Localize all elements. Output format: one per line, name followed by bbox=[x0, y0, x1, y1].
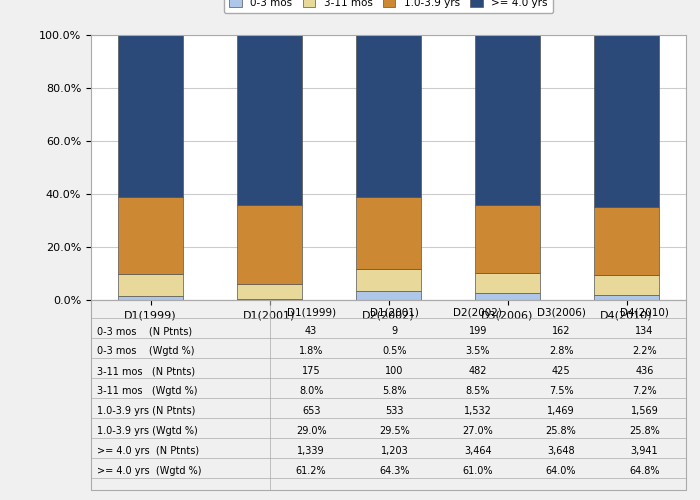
Bar bbox=[594, 276, 659, 294]
Text: 29.5%: 29.5% bbox=[379, 426, 410, 436]
Bar bbox=[237, 206, 302, 284]
Bar bbox=[118, 198, 183, 274]
Text: 175: 175 bbox=[302, 366, 321, 376]
Bar bbox=[356, 197, 421, 268]
Bar bbox=[118, 35, 183, 198]
Text: 653: 653 bbox=[302, 406, 321, 416]
Text: >= 4.0 yrs  (Wgtd %): >= 4.0 yrs (Wgtd %) bbox=[97, 466, 202, 476]
Bar bbox=[475, 34, 540, 204]
Text: 25.8%: 25.8% bbox=[546, 426, 576, 436]
Text: 1.8%: 1.8% bbox=[299, 346, 323, 356]
Bar bbox=[594, 207, 659, 276]
Bar bbox=[594, 294, 659, 300]
Text: D4(2010): D4(2010) bbox=[620, 308, 668, 318]
Text: 64.3%: 64.3% bbox=[379, 466, 410, 476]
Text: 1,203: 1,203 bbox=[381, 446, 408, 456]
Text: 61.2%: 61.2% bbox=[296, 466, 326, 476]
Text: 1.0-3.9 yrs (N Ptnts): 1.0-3.9 yrs (N Ptnts) bbox=[97, 406, 195, 416]
Text: 1,469: 1,469 bbox=[547, 406, 575, 416]
Text: 64.0%: 64.0% bbox=[546, 466, 576, 476]
Text: 8.0%: 8.0% bbox=[299, 386, 323, 396]
Text: 436: 436 bbox=[635, 366, 654, 376]
Text: 100: 100 bbox=[385, 366, 404, 376]
Text: 533: 533 bbox=[385, 406, 404, 416]
Text: 27.0%: 27.0% bbox=[463, 426, 493, 436]
Bar bbox=[356, 291, 421, 300]
Text: 3.5%: 3.5% bbox=[466, 346, 490, 356]
Text: 29.0%: 29.0% bbox=[296, 426, 326, 436]
Text: 482: 482 bbox=[468, 366, 487, 376]
Text: 5.8%: 5.8% bbox=[382, 386, 407, 396]
Text: 3-11 mos   (Wgtd %): 3-11 mos (Wgtd %) bbox=[97, 386, 197, 396]
Text: 3,464: 3,464 bbox=[464, 446, 491, 456]
Text: D1(2001): D1(2001) bbox=[370, 308, 419, 318]
Text: 2.8%: 2.8% bbox=[549, 346, 573, 356]
Text: 162: 162 bbox=[552, 326, 570, 336]
Bar bbox=[594, 35, 659, 207]
Text: 1,339: 1,339 bbox=[298, 446, 325, 456]
Text: 1.0-3.9 yrs (Wgtd %): 1.0-3.9 yrs (Wgtd %) bbox=[97, 426, 197, 436]
Text: D3(2006): D3(2006) bbox=[537, 308, 585, 318]
Bar bbox=[237, 284, 302, 299]
Bar bbox=[475, 293, 540, 300]
Text: 1,532: 1,532 bbox=[464, 406, 491, 416]
Bar bbox=[118, 274, 183, 295]
Bar bbox=[356, 268, 421, 291]
Text: 0-3 mos    (N Ptnts): 0-3 mos (N Ptnts) bbox=[97, 326, 192, 336]
Bar bbox=[475, 204, 540, 273]
Bar bbox=[356, 35, 421, 197]
Text: 7.5%: 7.5% bbox=[549, 386, 573, 396]
Text: 2.2%: 2.2% bbox=[632, 346, 657, 356]
Bar bbox=[118, 296, 183, 300]
Text: 0-3 mos    (Wgtd %): 0-3 mos (Wgtd %) bbox=[97, 346, 195, 356]
Text: 9: 9 bbox=[391, 326, 398, 336]
Text: 43: 43 bbox=[305, 326, 317, 336]
Text: 1,569: 1,569 bbox=[631, 406, 658, 416]
Text: D2(2002): D2(2002) bbox=[454, 308, 502, 318]
Text: 8.5%: 8.5% bbox=[466, 386, 490, 396]
Text: D1(1999): D1(1999) bbox=[286, 308, 336, 318]
Legend: 0-3 mos, 3-11 mos, 1.0-3.9 yrs, >= 4.0 yrs: 0-3 mos, 3-11 mos, 1.0-3.9 yrs, >= 4.0 y… bbox=[224, 0, 553, 13]
Text: 3,941: 3,941 bbox=[631, 446, 658, 456]
Text: 25.8%: 25.8% bbox=[629, 426, 659, 436]
Text: 64.8%: 64.8% bbox=[629, 466, 659, 476]
Text: 134: 134 bbox=[635, 326, 654, 336]
Text: 3,648: 3,648 bbox=[547, 446, 575, 456]
Bar bbox=[237, 299, 302, 300]
Text: 3-11 mos   (N Ptnts): 3-11 mos (N Ptnts) bbox=[97, 366, 195, 376]
Bar bbox=[237, 34, 302, 205]
Text: 61.0%: 61.0% bbox=[463, 466, 493, 476]
Text: 425: 425 bbox=[552, 366, 570, 376]
Text: 199: 199 bbox=[468, 326, 487, 336]
Text: 7.2%: 7.2% bbox=[632, 386, 657, 396]
Bar bbox=[475, 273, 540, 293]
Text: 0.5%: 0.5% bbox=[382, 346, 407, 356]
Text: >= 4.0 yrs  (N Ptnts): >= 4.0 yrs (N Ptnts) bbox=[97, 446, 199, 456]
